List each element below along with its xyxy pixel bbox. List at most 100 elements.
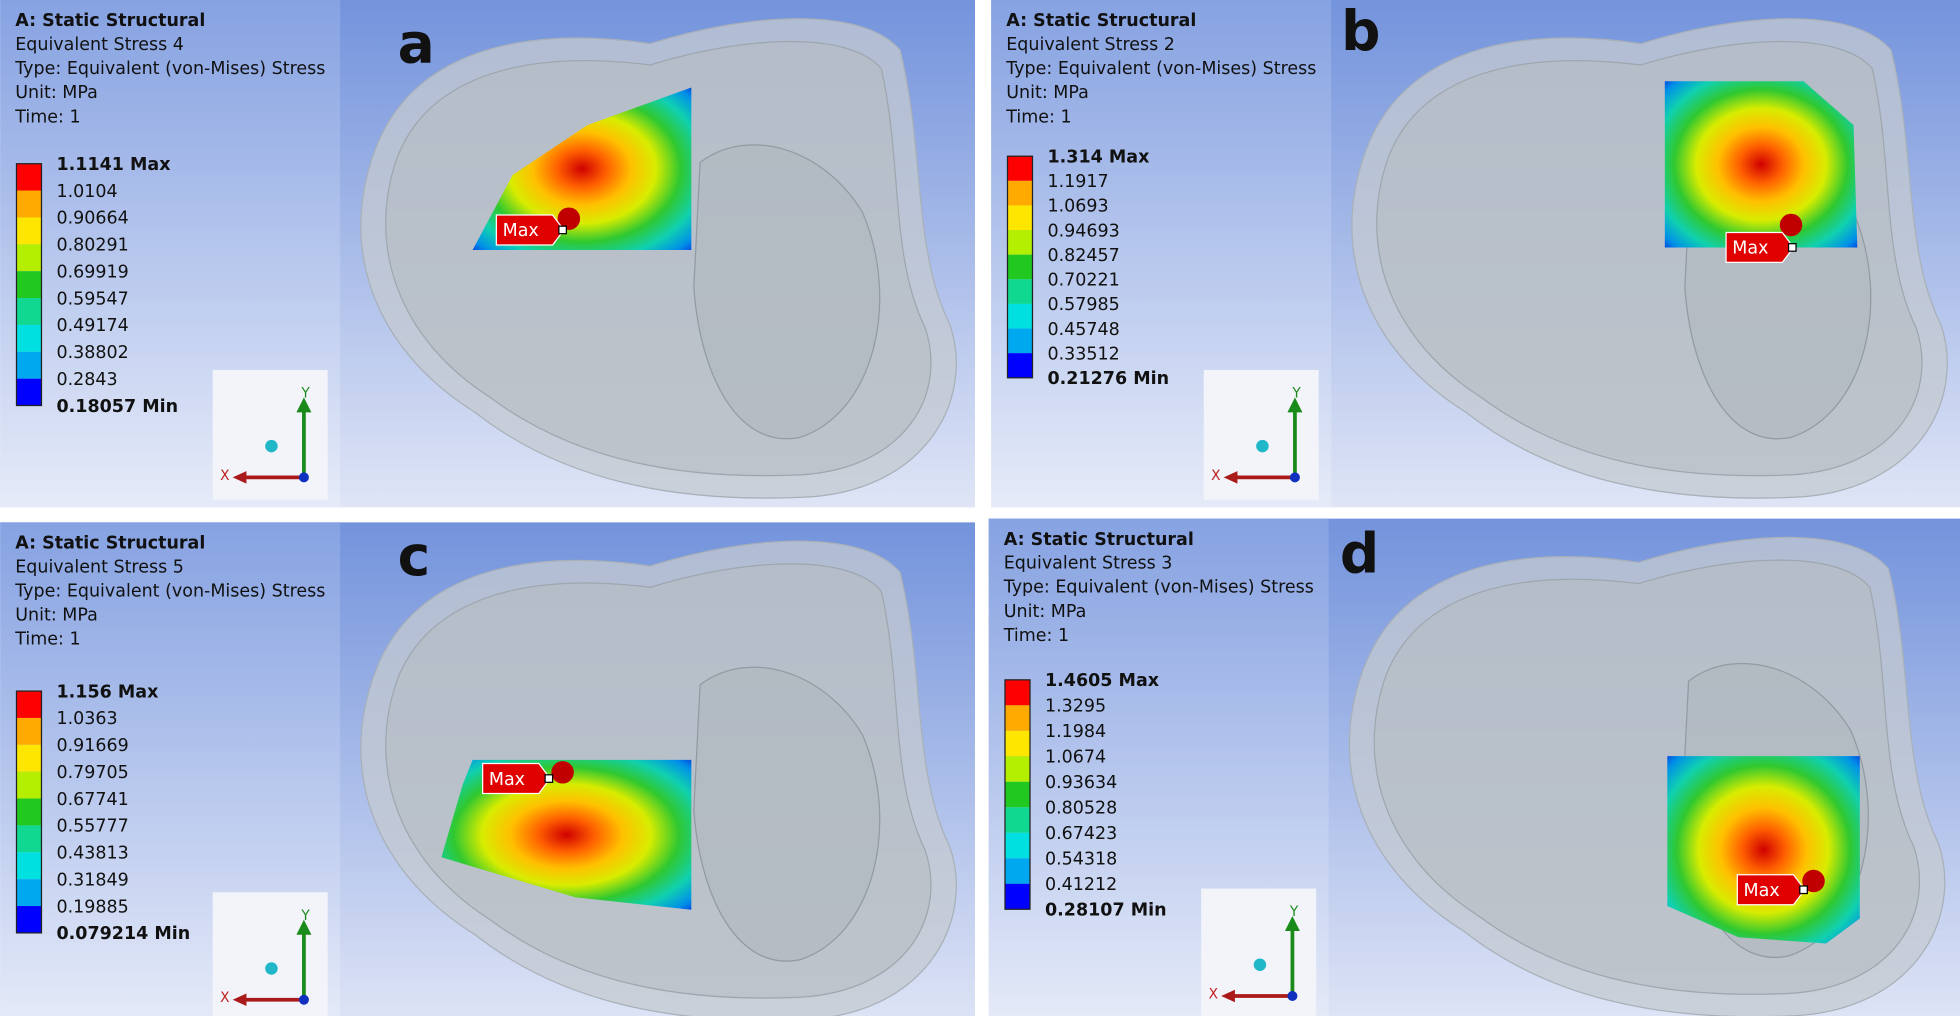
legend-label: 0.91669: [56, 736, 128, 756]
header-result: Equivalent Stress 5: [15, 557, 184, 577]
triad-box: [1203, 369, 1319, 500]
x-axis-label: X: [220, 468, 229, 484]
header-result: Equivalent Stress 2: [1006, 35, 1175, 55]
z-axis-dot: [298, 994, 309, 1005]
stress-contour: [472, 87, 692, 250]
legend-label: 1.0104: [56, 182, 117, 202]
legend-label: 0.21276 Min: [1047, 369, 1169, 389]
legend-swatch: [16, 351, 42, 379]
legend-label: 1.1984: [1045, 722, 1106, 742]
y-axis-label: Y: [300, 385, 310, 401]
legend-label: 0.55777: [56, 817, 128, 837]
x-arrow-head: [1223, 471, 1238, 484]
header-unit: Unit: MPa: [15, 83, 98, 103]
legend-swatch: [1007, 205, 1033, 231]
legend-label: 0.90664: [56, 209, 128, 229]
legend-swatch: [1004, 679, 1030, 706]
panel: Max A: Static Structural Equivalent Stress…: [0, 0, 976, 508]
panel-letter: a: [398, 11, 435, 75]
header-title: A: Static Structural: [15, 534, 205, 554]
header-result: Equivalent Stress 4: [15, 35, 184, 55]
legend-swatch: [16, 190, 42, 218]
legend-label: 1.1917: [1047, 172, 1108, 192]
legend-swatch: [16, 906, 42, 933]
legend-swatch: [1004, 832, 1030, 859]
view-cube: [265, 962, 278, 975]
header-type: Type: Equivalent (von-Mises) Stress: [1005, 59, 1316, 79]
max-point: [544, 774, 554, 783]
legend-label: 0.80291: [56, 236, 128, 256]
stress-contour: [441, 759, 692, 910]
header-time: Time: 1: [14, 107, 80, 127]
legend-label: 0.18057 Min: [56, 397, 178, 417]
legend-label: 1.4605 Max: [1045, 671, 1160, 691]
legend-label: 1.156 Max: [56, 682, 159, 702]
max-point: [558, 225, 567, 235]
max-tag-label: Max: [1744, 881, 1780, 901]
x-arrow-head: [232, 993, 247, 1007]
legend-label: 0.28107 Min: [1045, 901, 1167, 921]
legend-label: 0.079214 Min: [56, 924, 190, 944]
max-tag: [495, 214, 565, 246]
legend-label: 1.0674: [1045, 748, 1106, 768]
panel-letter: c: [398, 524, 431, 588]
triad-box: [212, 892, 328, 1016]
legend-label: 0.79705: [56, 763, 128, 783]
legend-swatch: [1004, 781, 1030, 808]
legend-label: 0.38802: [56, 343, 128, 363]
y-axis-label: Y: [1289, 904, 1299, 920]
stress-contour: [1664, 81, 1858, 248]
z-axis-dot: [1287, 991, 1298, 1002]
legend-label: 0.57985: [1047, 295, 1119, 315]
legend-frame: [15, 690, 43, 934]
panel: Max A: Static Structural Equivalent Stress…: [988, 518, 1960, 1016]
y-arrow-head: [1287, 397, 1303, 413]
legend-label: 0.19885: [56, 897, 128, 917]
max-tag-label: Max: [503, 221, 539, 241]
x-axis-label: X: [1211, 468, 1220, 484]
header-type: Type: Equivalent (von-Mises) Stress: [1003, 578, 1314, 598]
legend-swatch: [16, 163, 42, 191]
legend-label: 0.31849: [56, 870, 128, 890]
legend-swatch: [1004, 705, 1030, 731]
y-arrow-head: [296, 397, 312, 413]
legend-swatch: [1004, 883, 1030, 910]
legend-swatch: [1007, 156, 1033, 181]
legend-swatch: [16, 691, 42, 718]
legend-swatch: [16, 324, 42, 352]
legend-label: 0.67423: [1045, 824, 1117, 844]
hot-spot: [1779, 213, 1803, 237]
header-unit: Unit: MPa: [1004, 602, 1087, 622]
z-axis-dot: [298, 472, 309, 483]
header-title: A: Static Structural: [15, 11, 205, 31]
header-unit: Unit: MPa: [15, 606, 98, 626]
legend-swatch: [1004, 807, 1030, 833]
y-arrow-head: [1284, 916, 1300, 932]
legend-label: 0.33512: [1047, 344, 1119, 364]
header-time: Time: 1: [14, 630, 80, 650]
legend-swatch: [16, 852, 42, 880]
z-axis-dot: [1289, 472, 1300, 483]
legend-frame: [15, 163, 43, 407]
header-type: Type: Equivalent (von-Mises) Stress: [14, 59, 325, 79]
max-point: [1787, 243, 1797, 252]
legend-swatch: [16, 744, 42, 772]
legend-swatch: [16, 717, 42, 745]
x-arrow-head: [1221, 989, 1235, 1003]
panel: Max A: Static Structural Equivalent Stress…: [991, 0, 1960, 508]
legend-label: 0.69919: [56, 262, 128, 282]
legend-label: 0.54318: [1045, 850, 1117, 870]
legend-swatch: [16, 378, 42, 406]
hot-spot: [557, 207, 581, 230]
max-tag: [1725, 231, 1795, 264]
legend-swatch: [16, 244, 42, 272]
header-time: Time: 1: [1003, 626, 1069, 646]
legend-label: 1.3295: [1045, 697, 1106, 717]
legend-swatch: [1004, 858, 1030, 884]
legend-frame: [1006, 155, 1034, 379]
legend-label: 0.59547: [56, 289, 128, 309]
legend-swatch: [16, 271, 42, 299]
hot-spot: [551, 761, 574, 784]
